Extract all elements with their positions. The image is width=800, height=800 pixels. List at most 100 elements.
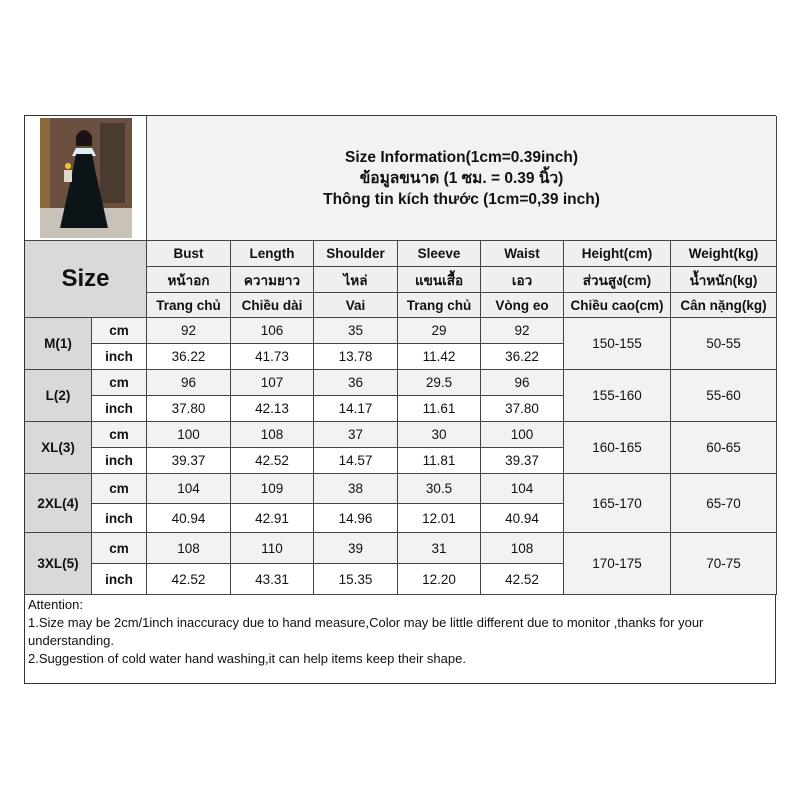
cm-value: 29 bbox=[398, 318, 481, 344]
column-header-en: Height(cm) bbox=[564, 241, 671, 267]
unit-cm-label: cm bbox=[92, 318, 147, 344]
column-header-en: Sleeve bbox=[398, 241, 481, 267]
cm-value: 104 bbox=[481, 474, 564, 504]
weight-range: 55-60 bbox=[671, 370, 777, 422]
cm-value: 38 bbox=[314, 474, 398, 504]
inch-value: 12.20 bbox=[398, 564, 481, 595]
column-header-vi: Cân nặng(kg) bbox=[671, 293, 777, 318]
column-header-vi: Chiều dài bbox=[231, 293, 314, 318]
height-range: 170-175 bbox=[564, 533, 671, 595]
cm-value: 100 bbox=[481, 422, 564, 448]
column-header-th: ไหล่ bbox=[314, 267, 398, 293]
weight-range: 65-70 bbox=[671, 474, 777, 533]
column-header-en: Shoulder bbox=[314, 241, 398, 267]
column-header-th: ความยาว bbox=[231, 267, 314, 293]
cm-value: 30.5 bbox=[398, 474, 481, 504]
title-vietnamese: Thông tin kích thước (1cm=0,39 inch) bbox=[323, 190, 600, 208]
column-header-vi: Chiều cao(cm) bbox=[564, 293, 671, 318]
unit-inch-label: inch bbox=[92, 396, 147, 422]
note-1: 1.Size may be 2cm/1inch inaccuracy due t… bbox=[28, 615, 704, 648]
unit-inch-label: inch bbox=[92, 344, 147, 370]
chart-title: Size Information(1cm=0.39inch) ข้อมูลขนา… bbox=[147, 116, 777, 241]
unit-cm-label: cm bbox=[92, 422, 147, 448]
unit-inch-label: inch bbox=[92, 504, 147, 533]
size-label: XL(3) bbox=[25, 422, 92, 474]
height-range: 160-165 bbox=[564, 422, 671, 474]
inch-value: 42.52 bbox=[147, 564, 231, 595]
size-label: 2XL(4) bbox=[25, 474, 92, 533]
title-english: Size Information(1cm=0.39inch) bbox=[345, 148, 578, 166]
inch-value: 11.42 bbox=[398, 344, 481, 370]
inch-value: 37.80 bbox=[147, 396, 231, 422]
cm-value: 29.5 bbox=[398, 370, 481, 396]
inch-value: 36.22 bbox=[147, 344, 231, 370]
column-header-vi: Vòng eo bbox=[481, 293, 564, 318]
unit-cm-label: cm bbox=[92, 474, 147, 504]
cm-value: 100 bbox=[147, 422, 231, 448]
column-header-th: น้ำหนัก(kg) bbox=[671, 267, 777, 293]
inch-value: 12.01 bbox=[398, 504, 481, 533]
cm-value: 35 bbox=[314, 318, 398, 344]
inch-value: 14.17 bbox=[314, 396, 398, 422]
size-header: Size bbox=[25, 241, 147, 318]
unit-cm-label: cm bbox=[92, 533, 147, 564]
height-range: 165-170 bbox=[564, 474, 671, 533]
cm-value: 109 bbox=[231, 474, 314, 504]
cm-value: 39 bbox=[314, 533, 398, 564]
inch-value: 40.94 bbox=[147, 504, 231, 533]
product-photo bbox=[25, 116, 147, 241]
cm-value: 108 bbox=[481, 533, 564, 564]
cm-value: 30 bbox=[398, 422, 481, 448]
unit-inch-label: inch bbox=[92, 448, 147, 474]
inch-value: 11.81 bbox=[398, 448, 481, 474]
inch-value: 15.35 bbox=[314, 564, 398, 595]
inch-value: 36.22 bbox=[481, 344, 564, 370]
cm-value: 92 bbox=[147, 318, 231, 344]
inch-value: 11.61 bbox=[398, 396, 481, 422]
height-range: 155-160 bbox=[564, 370, 671, 422]
column-header-vi: Vai bbox=[314, 293, 398, 318]
column-header-th: ส่วนสูง(cm) bbox=[564, 267, 671, 293]
inch-value: 41.73 bbox=[231, 344, 314, 370]
inch-value: 40.94 bbox=[481, 504, 564, 533]
height-range: 150-155 bbox=[564, 318, 671, 370]
inch-value: 39.37 bbox=[481, 448, 564, 474]
cm-value: 108 bbox=[231, 422, 314, 448]
unit-cm-label: cm bbox=[92, 370, 147, 396]
cm-value: 92 bbox=[481, 318, 564, 344]
cm-value: 104 bbox=[147, 474, 231, 504]
title-thai: ข้อมูลขนาด (1 ซม. = 0.39 นิ้ว) bbox=[359, 169, 564, 187]
column-header-vi: Trang chủ bbox=[398, 293, 481, 318]
note-2: 2.Suggestion of cold water hand washing,… bbox=[28, 651, 466, 666]
weight-range: 60-65 bbox=[671, 422, 777, 474]
size-chart: Size Information(1cm=0.39inch) ข้อมูลขนา… bbox=[24, 115, 777, 684]
notes-heading: Attention: bbox=[28, 597, 83, 612]
cm-value: 37 bbox=[314, 422, 398, 448]
weight-range: 70-75 bbox=[671, 533, 777, 595]
column-header-en: Length bbox=[231, 241, 314, 267]
inch-value: 14.57 bbox=[314, 448, 398, 474]
notes: Attention: 1.Size may be 2cm/1inch inacc… bbox=[25, 595, 777, 683]
weight-range: 50-55 bbox=[671, 318, 777, 370]
column-header-en: Weight(kg) bbox=[671, 241, 777, 267]
cm-value: 108 bbox=[147, 533, 231, 564]
column-header-th: เอว bbox=[481, 267, 564, 293]
column-header-en: Waist bbox=[481, 241, 564, 267]
size-label: L(2) bbox=[25, 370, 92, 422]
column-header-th: แขนเสื้อ bbox=[398, 267, 481, 293]
inch-value: 42.91 bbox=[231, 504, 314, 533]
inch-value: 39.37 bbox=[147, 448, 231, 474]
cm-value: 110 bbox=[231, 533, 314, 564]
inch-value: 42.13 bbox=[231, 396, 314, 422]
cm-value: 96 bbox=[147, 370, 231, 396]
column-header-vi: Trang chủ bbox=[147, 293, 231, 318]
inch-value: 42.52 bbox=[481, 564, 564, 595]
column-header-en: Bust bbox=[147, 241, 231, 267]
inch-value: 14.96 bbox=[314, 504, 398, 533]
inch-value: 43.31 bbox=[231, 564, 314, 595]
unit-inch-label: inch bbox=[92, 564, 147, 595]
inch-value: 42.52 bbox=[231, 448, 314, 474]
cm-value: 31 bbox=[398, 533, 481, 564]
inch-value: 37.80 bbox=[481, 396, 564, 422]
inch-value: 13.78 bbox=[314, 344, 398, 370]
